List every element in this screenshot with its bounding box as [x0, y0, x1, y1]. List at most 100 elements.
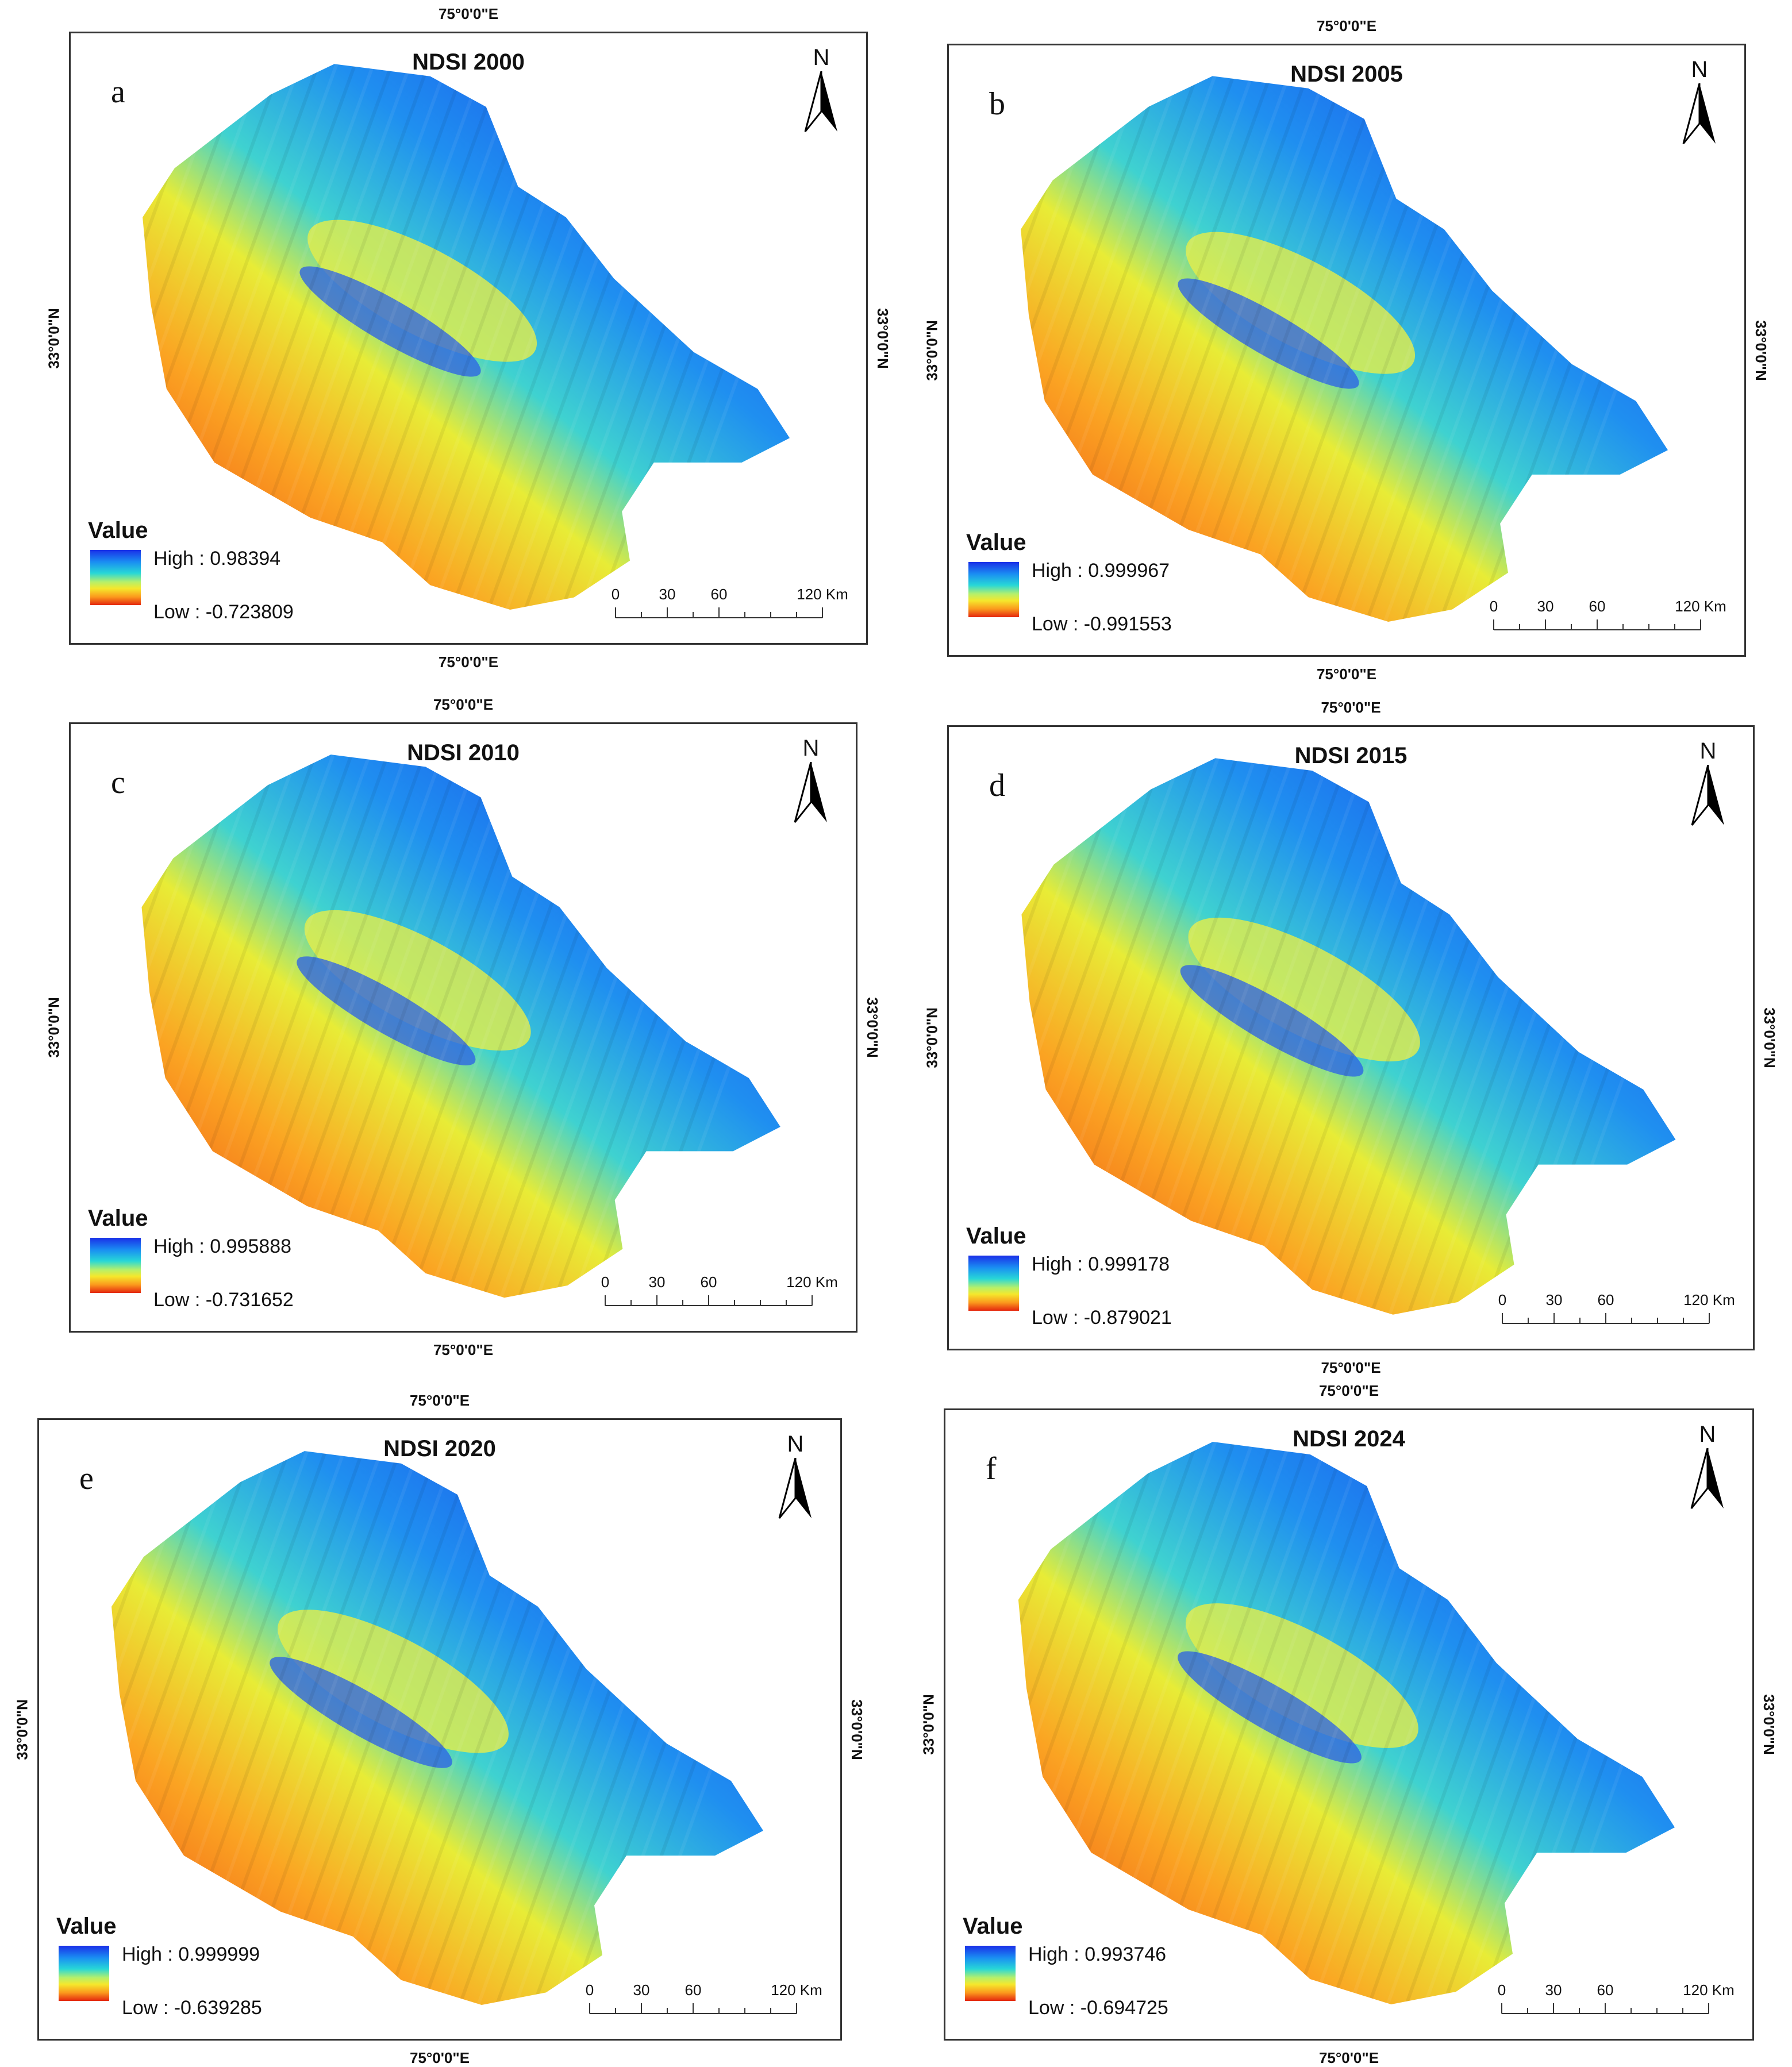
terrain-texture — [141, 755, 299, 1298]
terrain-texture — [143, 64, 283, 610]
terrain-texture — [1021, 758, 1108, 1315]
terrain-texture — [1179, 76, 1382, 622]
map-panel-e: NDSI 2020 e N Value High : 0.999999 Low … — [14, 1392, 866, 2066]
legend-high-value: High : 0.98394 — [153, 548, 281, 569]
scale-tick-label: 30 — [648, 1273, 666, 1291]
map-panel-f: NDSI 2024 f N Value High : 0.993746 Low … — [920, 1382, 1778, 2066]
map-panel-b: NDSI 2005 b N Value High : 0.999967 Low … — [924, 17, 1770, 683]
scale-tick-label: 30 — [1545, 1981, 1562, 1999]
scale-tick-label: 120 Km — [797, 586, 848, 603]
valley-region — [1188, 917, 1420, 1062]
terrain-texture — [1216, 76, 1419, 622]
terrain-texture — [1018, 1442, 1180, 2004]
north-arrow-icon — [804, 71, 837, 132]
north-label: N — [813, 45, 830, 70]
legend-high-value: High : 0.995888 — [153, 1235, 292, 1257]
map-frame: NDSI 2024 f N Value High : 0.993746 Low … — [944, 1408, 1754, 2041]
terrain-texture — [111, 1451, 272, 2006]
legend-high-value: High : 0.999999 — [122, 1943, 260, 1965]
map-legend: Value High : 0.995888 Low : -0.731652 — [88, 1206, 329, 1315]
terrain-texture — [642, 755, 780, 1298]
terrain-texture — [141, 755, 281, 1298]
north-arrow: N — [788, 736, 834, 833]
map-frame: NDSI 2005 b N Value High : 0.999967 Low … — [947, 44, 1746, 657]
map-legend: Value High : 0.98394 Low : -0.723809 — [88, 518, 329, 627]
ndsi-raster-map — [1021, 76, 1668, 622]
valley-region — [307, 220, 537, 362]
scale-tick-label: 120 Km — [1675, 598, 1726, 615]
legend-title: Value — [966, 530, 1026, 555]
snow-ridge — [299, 266, 481, 377]
terrain-texture — [1021, 76, 1180, 622]
valley-region — [1185, 1603, 1418, 1748]
panel-letter: e — [79, 1461, 94, 1496]
map-legend: Value High : 0.993746 Low : -0.694725 — [963, 1914, 1204, 2023]
terrain-texture — [1197, 1442, 1403, 2004]
terrain-texture — [1018, 1442, 1105, 2004]
scale-tick-label: 120 Km — [771, 1981, 822, 1999]
north-arrow-icon — [1682, 83, 1716, 144]
terrain-texture — [271, 1451, 475, 2006]
scale-tick-label: 0 — [1489, 598, 1498, 615]
panel-letter: f — [986, 1451, 997, 1487]
terrain-texture — [1021, 758, 1145, 1315]
longitude-label-bottom: 75°0'0"E — [409, 2049, 470, 2066]
longitude-label-top: 75°0'0"E — [438, 5, 499, 22]
valley-region — [304, 910, 531, 1051]
scale-bar: 0 30 60 120 Km — [1489, 598, 1726, 638]
scale-tick-label: 60 — [700, 1273, 717, 1291]
scale-bar-graphic — [589, 2003, 797, 2014]
panel-letter: b — [989, 86, 1005, 122]
terrain-texture — [1197, 76, 1401, 622]
north-arrow: N — [798, 45, 844, 143]
north-arrow: N — [1685, 1422, 1731, 1519]
scale-bar-graphic — [605, 1295, 813, 1306]
latitude-label-left: 33°0'0"N — [923, 1007, 941, 1068]
terrain-texture — [622, 1451, 763, 2006]
terrain-texture — [1534, 758, 1676, 1315]
terrain-texture — [1216, 1442, 1422, 2004]
terrain-texture — [1181, 758, 1387, 1315]
north-arrow: N — [1676, 57, 1722, 155]
latitude-label-left: 33°0'0"N — [45, 307, 63, 369]
north-label: N — [787, 1431, 804, 1457]
longitude-label-bottom: 75°0'0"E — [1316, 665, 1377, 683]
legend-color-ramp — [90, 550, 141, 605]
scale-bar: 0 30 60 120 Km — [586, 1981, 822, 2022]
scale-tick-label: 30 — [633, 1981, 650, 1999]
terrain-texture — [1179, 1442, 1385, 2004]
map-panel-d: NDSI 2015 d N Value High : 0.999178 Low … — [924, 699, 1779, 1376]
scale-tick-label: 120 Km — [786, 1273, 838, 1291]
terrain-texture — [649, 64, 790, 610]
north-arrow-icon — [1690, 1448, 1724, 1509]
terrain-texture — [1533, 1442, 1675, 2004]
legend-high-value: High : 0.993746 — [1028, 1943, 1167, 1965]
north-label: N — [1699, 1422, 1716, 1447]
scale-tick-label: 60 — [685, 1981, 702, 1999]
snow-ridge — [297, 956, 476, 1065]
terrain-texture — [1021, 76, 1106, 622]
map-title: NDSI 2010 — [407, 740, 520, 765]
scale-tick-label: 60 — [710, 586, 728, 603]
panel-letter: d — [989, 768, 1005, 803]
legend-color-ramp — [59, 1946, 109, 2001]
longitude-label-bottom: 75°0'0"E — [1321, 1359, 1381, 1376]
map-frame: NDSI 2000 a N Value High : 0.98394 Low :… — [69, 32, 868, 645]
scale-tick-label: 0 — [611, 586, 620, 603]
map-title: NDSI 2020 — [383, 1436, 496, 1461]
north-label: N — [1691, 57, 1708, 82]
latitude-label-left: 33°0'0"N — [45, 997, 63, 1058]
legend-low-value: Low : -0.731652 — [153, 1289, 294, 1311]
longitude-label-bottom: 75°0'0"E — [1318, 2049, 1379, 2066]
terrain-texture — [1018, 1442, 1162, 2004]
terrain-texture — [307, 1451, 513, 2006]
terrain-texture — [143, 64, 302, 610]
scale-bar: 0 30 60 120 Km — [1498, 1291, 1735, 1331]
legend-title: Value — [966, 1223, 1026, 1249]
panel-letter: c — [111, 765, 125, 800]
scale-bar-graphic — [1502, 1313, 1710, 1324]
ndsi-raster-map — [1021, 758, 1676, 1315]
scale-tick-label: 30 — [659, 586, 676, 603]
terrain-texture — [1218, 758, 1424, 1315]
scale-tick-label: 0 — [601, 1273, 610, 1291]
